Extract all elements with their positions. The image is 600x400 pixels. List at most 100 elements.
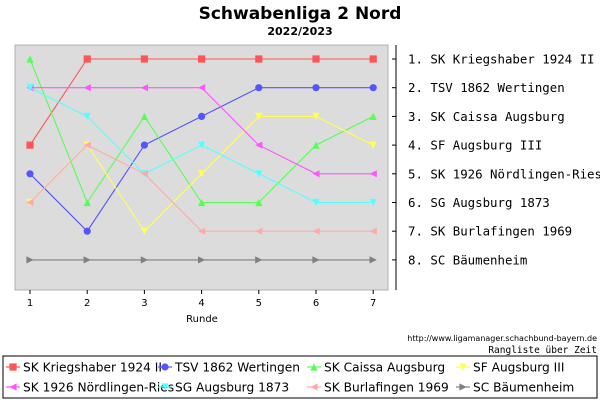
data-point (312, 141, 320, 149)
x-tick-label: 4 (198, 298, 204, 309)
rank-label: 8. SC Bäumenheim (408, 252, 527, 267)
data-point (26, 170, 34, 178)
legend: SK Kriegshaber 1924 II TSV 1862 Wertingen… (6, 361, 574, 395)
x-axis: 1 2 3 4 5 6 7 (27, 290, 376, 309)
data-point (83, 198, 91, 207)
data-point (198, 84, 206, 92)
data-point (255, 198, 263, 207)
x-axis-label: Runde (186, 314, 218, 325)
data-point (26, 55, 34, 63)
data-point (312, 198, 320, 207)
legend-label: SK Burlafingen 1969 (324, 381, 449, 395)
legend-label: SC Bäumenheim (473, 381, 574, 395)
chart-title: Schwabenliga 2 Nord (199, 4, 402, 24)
data-point (83, 256, 91, 264)
data-point (198, 198, 206, 207)
data-point (26, 256, 34, 264)
data-point (140, 55, 148, 63)
x-tick-label: 1 (27, 298, 33, 309)
legend-label: SF Augsburg III (473, 361, 564, 375)
data-point (83, 112, 91, 120)
legend-label: SK Caissa Augsburg (324, 361, 445, 375)
data-point (312, 256, 320, 264)
legend-item: SK Caissa Augsburg (307, 361, 445, 375)
data-point (255, 170, 263, 178)
right-rank-labels: 1. SK Kriegshaber 1924 II 2. TSV 1862 Wer… (392, 52, 600, 267)
data-point (312, 55, 320, 63)
series (26, 141, 377, 235)
series (26, 55, 377, 207)
data-point (83, 84, 91, 92)
data-point (255, 227, 263, 235)
caption: Rangliste über Zeit (488, 345, 597, 356)
data-point (140, 141, 148, 149)
x-tick-label: 2 (84, 298, 90, 309)
legend-marker (161, 363, 169, 371)
x-tick-label: 6 (313, 298, 319, 309)
data-point (255, 112, 263, 120)
legend-label: SG Augsburg 1873 (175, 381, 289, 395)
x-tick-label: 3 (141, 298, 147, 309)
legend-item: SK Burlafingen 1969 (307, 381, 449, 395)
data-point (369, 55, 377, 63)
data-point (198, 170, 206, 178)
data-point (26, 141, 34, 149)
rank-label: 3. SK Caissa Augsburg (408, 109, 565, 124)
legend-box (2, 355, 598, 399)
data-point (255, 55, 263, 63)
legend-item: SK 1926 Nördlingen-Ries (6, 381, 174, 395)
data-point (369, 112, 377, 120)
data-point (369, 198, 377, 207)
data-point (255, 256, 263, 264)
legend-marker (310, 363, 318, 371)
rank-label: 5. SK 1926 Nördlingen-Ries (408, 166, 600, 181)
legend-marker (459, 383, 467, 391)
chart-subtitle: 2022/2023 (267, 25, 332, 38)
data-point (312, 112, 320, 120)
data-point (83, 227, 91, 235)
data-point (312, 227, 320, 235)
x-tick-label: 5 (256, 298, 262, 309)
legend-marker (161, 383, 169, 391)
data-point (198, 55, 206, 63)
data-point (26, 198, 34, 207)
data-point (312, 170, 320, 178)
data-point (369, 84, 377, 92)
data-point (255, 141, 263, 149)
rank-label: 1. SK Kriegshaber 1924 II (408, 52, 595, 67)
x-tick-label: 7 (370, 298, 376, 309)
data-point (369, 170, 377, 178)
legend-label: TSV 1862 Wertingen (174, 361, 300, 375)
legend-item: SF Augsburg III (456, 361, 564, 375)
data-point (83, 55, 91, 63)
data-point (198, 256, 206, 264)
data-point (312, 84, 320, 92)
legend-item: SC Bäumenheim (456, 381, 574, 395)
rank-label: 7. SK Burlafingen 1969 (408, 224, 572, 239)
data-point (140, 84, 148, 92)
legend-item: SK Kriegshaber 1924 II (6, 361, 162, 375)
series-layer (26, 55, 377, 264)
rank-label: 2. TSV 1862 Wertingen (408, 80, 565, 95)
series (26, 55, 377, 149)
source-url[interactable]: http://www.ligamanager.schachbund-bayern… (407, 334, 597, 343)
data-point (83, 141, 91, 149)
legend-marker (9, 383, 17, 391)
data-point (369, 227, 377, 235)
rank-label: 6. SG Augsburg 1873 (408, 195, 550, 210)
data-point (140, 256, 148, 264)
data-point (369, 141, 377, 149)
data-point (255, 84, 263, 92)
data-point (26, 84, 34, 92)
data-point (198, 227, 206, 235)
data-point (140, 170, 148, 178)
data-point (369, 256, 377, 264)
legend-marker (459, 363, 467, 371)
plot-area (14, 44, 389, 291)
rank-label: 4. SF Augsburg III (408, 138, 542, 153)
series (26, 84, 377, 235)
legend-label: SK Kriegshaber 1924 II (23, 361, 162, 375)
legend-marker (9, 363, 17, 371)
legend-item: TSV 1862 Wertingen (158, 361, 300, 375)
